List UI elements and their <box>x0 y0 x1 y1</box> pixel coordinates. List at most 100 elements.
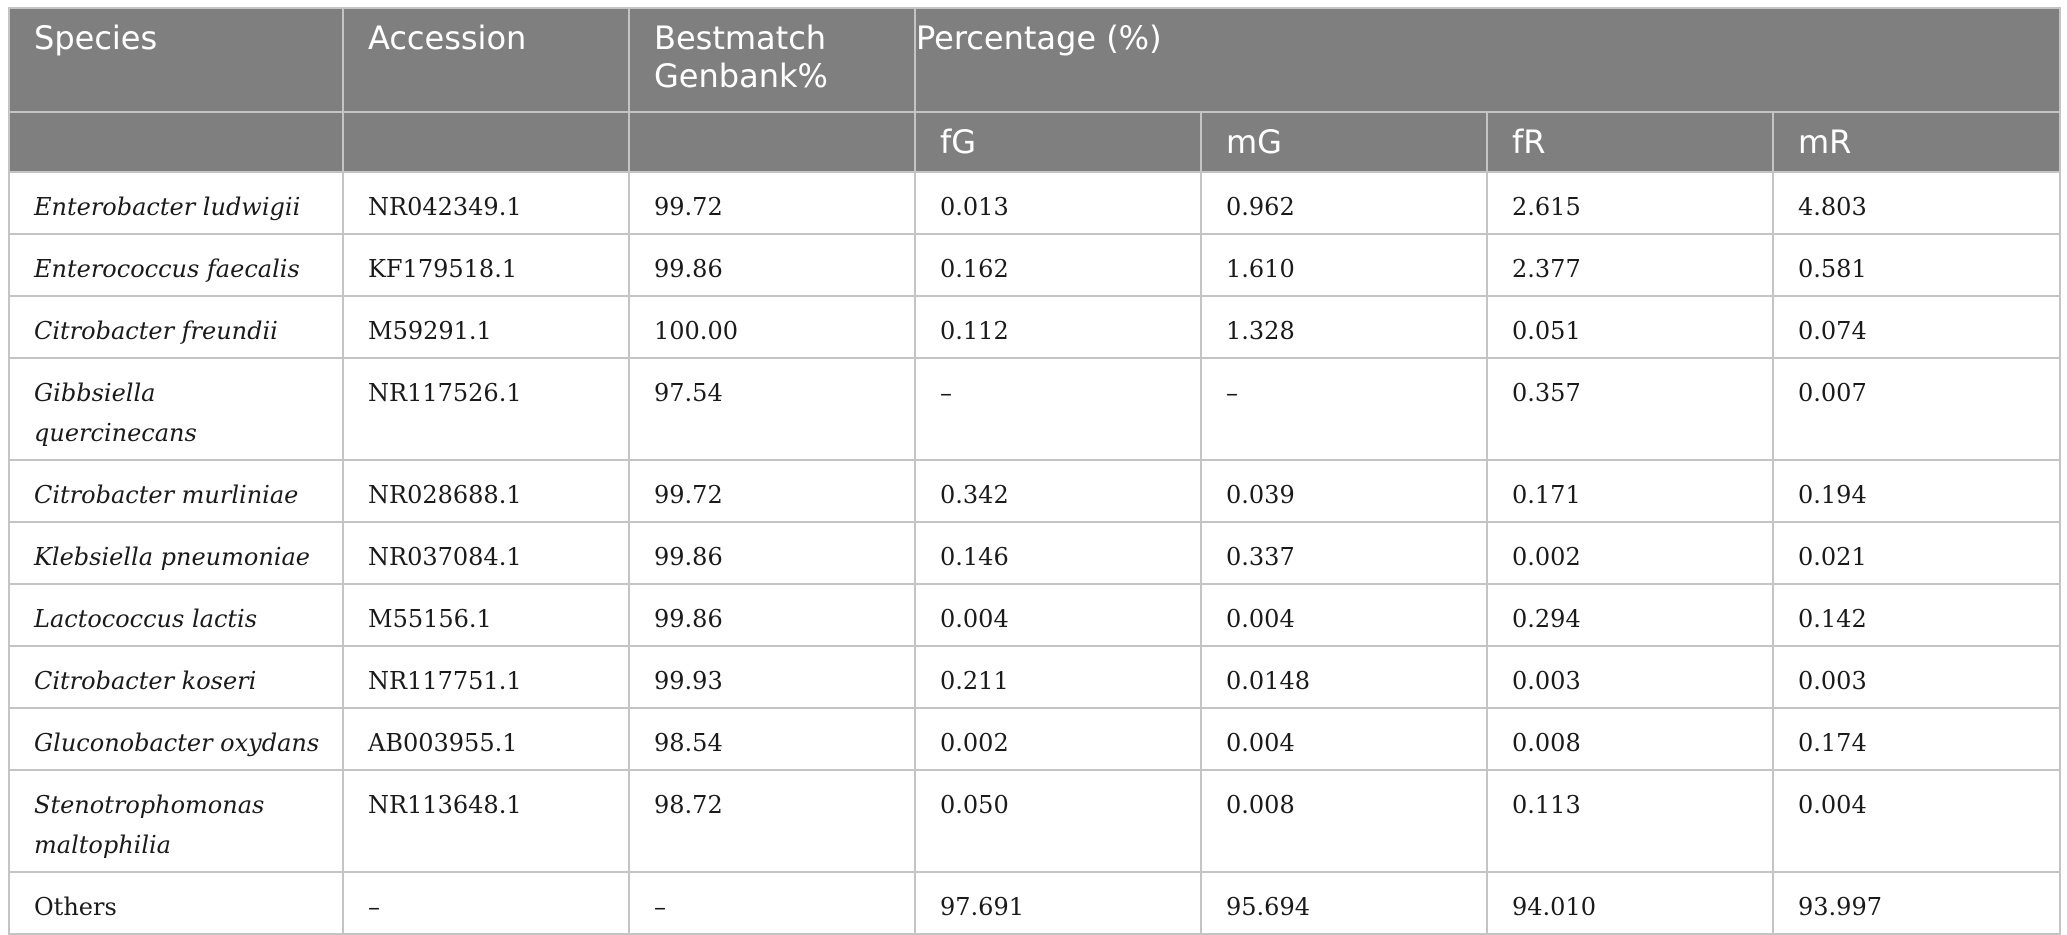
cell-accession: M59291.1 <box>342 295 630 359</box>
cell-bestmatch: 99.86 <box>628 521 916 585</box>
cell-species: Stenotrophomonas maltophilia <box>8 769 344 873</box>
cell-bestmatch: 97.54 <box>628 357 916 461</box>
cell-species: Citrobacter koseri <box>8 645 344 709</box>
cell-species: Citrobacter murliniae <box>8 459 344 523</box>
cell-fg: 0.211 <box>914 645 1202 709</box>
header-row-main: Species Accession Bestmatch Genbank% Per… <box>8 7 2061 113</box>
cell-fg: 97.691 <box>914 871 1202 935</box>
cell-fg: 0.146 <box>914 521 1202 585</box>
cell-bestmatch: 99.72 <box>628 171 916 235</box>
cell-fg: 0.342 <box>914 459 1202 523</box>
table-row: Lactococcus lactis M55156.1 99.86 0.004 0.00… <box>8 583 2061 647</box>
cell-mr: 4.803 <box>1772 171 2061 235</box>
table-row: Enterococcus faecalis KF179518.1 99.86 0.16… <box>8 233 2061 297</box>
cell-mr: 0.007 <box>1772 357 2061 461</box>
cell-mg: 1.610 <box>1200 233 1488 297</box>
cell-mg: 0.0148 <box>1200 645 1488 709</box>
cell-mg: 0.337 <box>1200 521 1488 585</box>
cell-mr: 0.194 <box>1772 459 2061 523</box>
cell-bestmatch: 98.54 <box>628 707 916 771</box>
cell-mg: 0.039 <box>1200 459 1488 523</box>
cell-accession: NR117526.1 <box>342 357 630 461</box>
cell-species: Gluconobacter oxydans <box>8 707 344 771</box>
cell-fr: 2.615 <box>1486 171 1774 235</box>
cell-fr: 0.357 <box>1486 357 1774 461</box>
cell-fg: 0.162 <box>914 233 1202 297</box>
cell-fr: 0.171 <box>1486 459 1774 523</box>
cell-accession: NR042349.1 <box>342 171 630 235</box>
cell-species: Citrobacter freundii <box>8 295 344 359</box>
table-row: Citrobacter freundii M59291.1 100.00 0.112 1… <box>8 295 2061 359</box>
header-empty-accession <box>342 111 630 173</box>
cell-mg: 1.328 <box>1200 295 1488 359</box>
table-row: Stenotrophomonas maltophilia NR113648.1 98… <box>8 769 2061 873</box>
table-row: Gluconobacter oxydans AB003955.1 98.54 0.00… <box>8 707 2061 771</box>
cell-bestmatch: 99.93 <box>628 645 916 709</box>
header-mr: mR <box>1772 111 2061 173</box>
cell-fg: 0.004 <box>914 583 1202 647</box>
cell-accession: NR113648.1 <box>342 769 630 873</box>
cell-fr: 0.113 <box>1486 769 1774 873</box>
cell-mg: 0.008 <box>1200 769 1488 873</box>
table-body: Enterobacter ludwigii NR042349.1 99.72 0.01… <box>8 171 2061 935</box>
header-bestmatch: Bestmatch Genbank% <box>628 7 916 113</box>
cell-fg: 0.002 <box>914 707 1202 771</box>
cell-species: Others <box>8 871 344 935</box>
cell-accession: AB003955.1 <box>342 707 630 771</box>
cell-accession: NR028688.1 <box>342 459 630 523</box>
cell-bestmatch: 99.72 <box>628 459 916 523</box>
cell-mr: 0.021 <box>1772 521 2061 585</box>
cell-mg: 0.004 <box>1200 707 1488 771</box>
header-row-sub: fG mG fR mR <box>8 111 2061 173</box>
cell-accession: – <box>342 871 630 935</box>
cell-accession: KF179518.1 <box>342 233 630 297</box>
cell-fg: – <box>914 357 1202 461</box>
cell-mg: – <box>1200 357 1488 461</box>
cell-fg: 0.013 <box>914 171 1202 235</box>
header-fg: fG <box>914 111 1202 173</box>
header-accession: Accession <box>342 7 630 113</box>
cell-fg: 0.112 <box>914 295 1202 359</box>
cell-fr: 2.377 <box>1486 233 1774 297</box>
cell-mr: 0.003 <box>1772 645 2061 709</box>
cell-species: Enterobacter ludwigii <box>8 171 344 235</box>
table-row: Enterobacter ludwigii NR042349.1 99.72 0.01… <box>8 171 2061 235</box>
cell-bestmatch: 98.72 <box>628 769 916 873</box>
cell-mr: 0.004 <box>1772 769 2061 873</box>
cell-species: Lactococcus lactis <box>8 583 344 647</box>
table-row: Citrobacter koseri NR117751.1 99.93 0.211 0.… <box>8 645 2061 709</box>
species-percentage-table: Species Accession Bestmatch Genbank% Per… <box>8 7 2061 935</box>
header-empty-species <box>8 111 344 173</box>
table-row: Others – –97.691 95.694 94.010 93.997 <box>8 871 2061 935</box>
cell-mr: 0.174 <box>1772 707 2061 771</box>
cell-bestmatch: 99.86 <box>628 583 916 647</box>
cell-fr: 0.008 <box>1486 707 1774 771</box>
cell-fg: 0.050 <box>914 769 1202 873</box>
cell-fr: 0.051 <box>1486 295 1774 359</box>
cell-accession: NR037084.1 <box>342 521 630 585</box>
cell-mr: 93.997 <box>1772 871 2061 935</box>
cell-bestmatch: 99.86 <box>628 233 916 297</box>
cell-species: Gibbsiella quercinecans <box>8 357 344 461</box>
header-percentage: Percentage (%) <box>914 7 2061 113</box>
cell-mg: 0.004 <box>1200 583 1488 647</box>
cell-mr: 0.581 <box>1772 233 2061 297</box>
cell-fr: 0.294 <box>1486 583 1774 647</box>
cell-species: Enterococcus faecalis <box>8 233 344 297</box>
header-fr: fR <box>1486 111 1774 173</box>
cell-fr: 0.002 <box>1486 521 1774 585</box>
table-row: Gibbsiella quercinecans NR117526.1 97.54– –… <box>8 357 2061 461</box>
cell-bestmatch: – <box>628 871 916 935</box>
cell-fr: 0.003 <box>1486 645 1774 709</box>
cell-mr: 0.074 <box>1772 295 2061 359</box>
table-row: Klebsiella pneumoniae NR037084.1 99.86 0.14… <box>8 521 2061 585</box>
table-row: Citrobacter murliniae NR028688.1 99.72 0.34… <box>8 459 2061 523</box>
cell-fr: 94.010 <box>1486 871 1774 935</box>
cell-bestmatch: 100.00 <box>628 295 916 359</box>
header-mg: mG <box>1200 111 1488 173</box>
cell-mg: 95.694 <box>1200 871 1488 935</box>
cell-mr: 0.142 <box>1772 583 2061 647</box>
cell-accession: NR117751.1 <box>342 645 630 709</box>
cell-species: Klebsiella pneumoniae <box>8 521 344 585</box>
cell-mg: 0.962 <box>1200 171 1488 235</box>
